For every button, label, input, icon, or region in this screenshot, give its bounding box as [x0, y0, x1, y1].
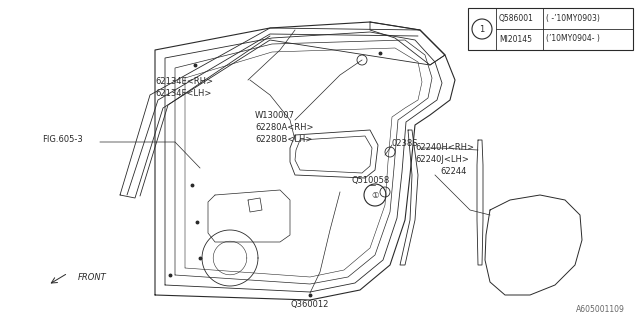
Text: 62240H<RH>: 62240H<RH> — [415, 143, 474, 153]
Text: 62134F<LH>: 62134F<LH> — [155, 89, 211, 98]
Text: Q510058: Q510058 — [352, 175, 390, 185]
Bar — [468, 8, 633, 50]
Text: 62134E<RH>: 62134E<RH> — [155, 77, 213, 86]
Text: (’10MY0904- ): (’10MY0904- ) — [546, 35, 600, 44]
Text: A605001109: A605001109 — [576, 305, 625, 314]
Text: 62280A<RH>: 62280A<RH> — [255, 124, 314, 132]
Text: 0238S: 0238S — [392, 139, 419, 148]
Text: Q586001: Q586001 — [499, 13, 534, 22]
Text: 1: 1 — [479, 25, 484, 34]
Text: ①: ① — [371, 191, 379, 201]
Text: FIG.605-3: FIG.605-3 — [42, 135, 83, 145]
Text: MI20145: MI20145 — [499, 35, 532, 44]
Text: Q360012: Q360012 — [291, 300, 329, 309]
Text: 62240J<LH>: 62240J<LH> — [415, 155, 469, 164]
Text: ( -’10MY0903): ( -’10MY0903) — [546, 13, 600, 22]
Text: FRONT: FRONT — [78, 274, 107, 283]
Text: 62280B<LH>: 62280B<LH> — [255, 134, 312, 143]
Text: W130007: W130007 — [255, 110, 295, 119]
Text: 62244: 62244 — [440, 167, 467, 177]
